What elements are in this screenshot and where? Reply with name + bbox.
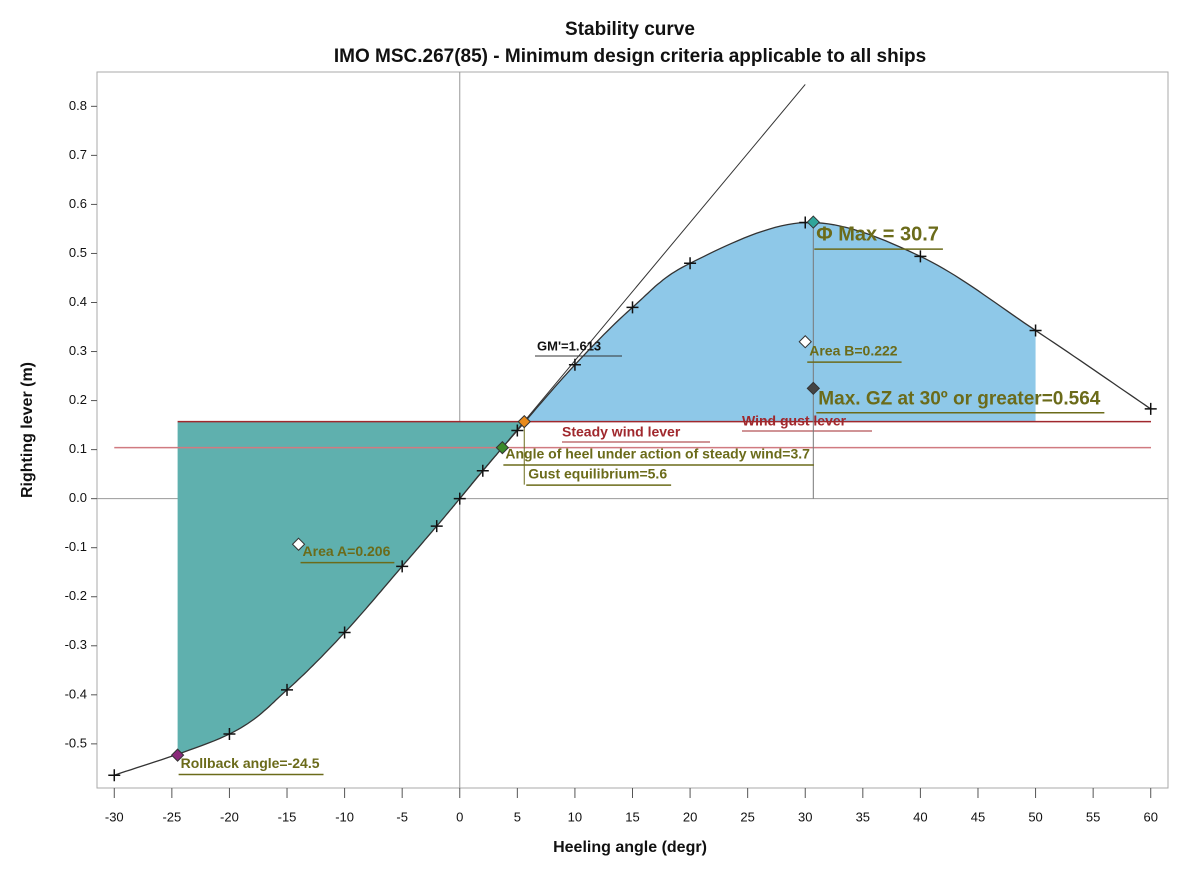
point-marker [626,301,639,314]
annotation-marker [806,215,821,229]
y-tick-label: 0.8 [69,98,87,113]
point-marker [1029,324,1042,337]
x-tick-label: 20 [683,809,697,824]
y-tick-label: 0.7 [69,147,87,162]
x-tick-label: -30 [105,809,124,824]
point-marker [568,358,581,371]
y-axis-title: Righting lever (m) [19,362,36,498]
annotation-marker [170,748,185,762]
chart-subtitle: IMO MSC.267(85) - Minimum design criteri… [334,46,926,67]
annotation-marker [291,537,306,551]
y-tick-label: 0.5 [69,245,87,260]
x-tick-label: 50 [1028,809,1042,824]
point-marker [1144,402,1157,415]
annotation-label: Max. GZ at 30º or greater=0.564 [818,388,1100,409]
gz-curve [114,221,1152,776]
annotation-label: Φ Max = 30.7 [816,223,939,245]
y-tick-label: -0.1 [65,539,87,554]
tangent-label: GM'=1.613 [537,338,601,353]
x-tick-label: -15 [278,809,297,824]
x-tick-label: -20 [220,809,239,824]
annotation-marker [517,414,531,429]
x-tick-label: 35 [856,809,870,824]
point-marker [281,683,294,696]
annotation-marker [495,440,510,455]
y-tick-label: -0.3 [65,637,87,652]
x-tick-label: -5 [396,809,408,824]
x-tick-label: 10 [568,809,582,824]
stability-area [524,222,1036,423]
point-marker [914,250,927,263]
point-marker [511,424,524,437]
point-marker [223,728,236,741]
y-tick-label: 0.0 [69,490,87,505]
y-tick-label: 0.3 [69,343,87,358]
x-axis-title: Heeling angle (degr) [553,839,707,856]
point-marker [108,769,121,782]
x-tick-label: 15 [625,809,639,824]
point-marker [476,464,489,477]
y-tick-label: 0.2 [69,392,87,407]
point-marker [453,492,466,505]
x-tick-label: 25 [740,809,754,824]
point-marker [338,626,351,639]
x-tick-label: 55 [1086,809,1100,824]
annotation-label: Rollback angle=-24.5 [181,755,320,771]
x-tick-label: 30 [798,809,812,824]
point-marker [684,257,697,270]
lever-label: Wind gust lever [742,413,847,429]
stability-area [177,421,525,755]
annotation-label: Area A=0.206 [303,543,391,559]
point-marker [396,560,409,573]
annotation-label: Area B=0.222 [809,342,898,358]
x-tick-label: 45 [971,809,985,824]
annotation-label: Angle of heel under action of steady win… [505,445,810,461]
y-tick-label: 0.6 [69,196,87,211]
annotation-marker [798,335,812,349]
x-tick-label: -25 [162,809,181,824]
x-tick-label: 40 [913,809,927,824]
annotation-label: Gust equilibrium=5.6 [528,465,667,481]
lever-label: Steady wind lever [562,424,681,440]
y-tick-label: 0.4 [69,294,87,309]
y-tick-label: -0.2 [65,588,87,603]
x-tick-label: 5 [514,809,521,824]
x-tick-label: 60 [1143,809,1157,824]
x-tick-label: 0 [456,809,463,824]
annotation-marker [806,381,821,396]
chart-title: Stability curve [565,19,695,40]
y-tick-label: -0.4 [65,686,87,701]
y-tick-label: 0.1 [69,441,87,456]
y-tick-label: -0.5 [65,735,87,750]
x-tick-label: -10 [335,809,354,824]
point-marker [430,520,443,533]
